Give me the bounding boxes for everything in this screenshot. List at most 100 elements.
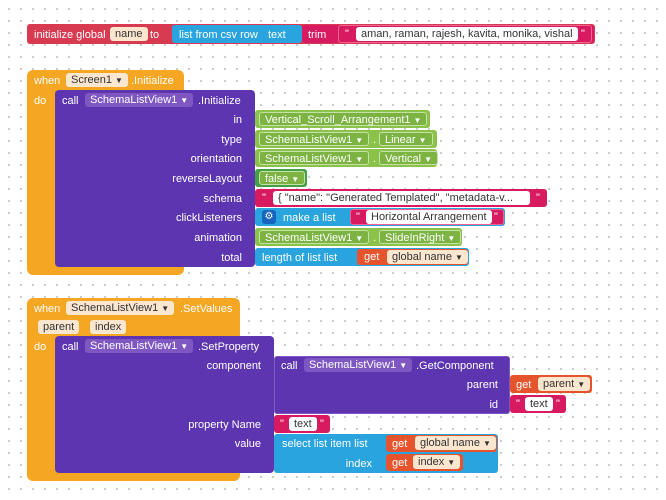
param-animation-label: animation (194, 232, 242, 244)
open-quote: " (345, 28, 349, 40)
call-target-label: SchemaListView1 (90, 94, 178, 106)
when-label: when (34, 75, 61, 87)
property-text-value[interactable]: text (289, 417, 317, 431)
id-open-quote: " (516, 398, 520, 410)
gear-icon[interactable]: ⚙ (262, 210, 276, 224)
do-label: do (34, 95, 47, 107)
setvalues-component-label: SchemaListView1 (71, 302, 159, 314)
setvalues-component-dropdown[interactable]: SchemaListView1 ▼ (66, 301, 175, 315)
orientation-dot: . (373, 153, 377, 165)
setproperty-target-label: SchemaListView1 (90, 340, 178, 352)
gc-id-label: id (489, 399, 498, 411)
screen1-label: Screen1 (71, 74, 112, 86)
chevron-down-icon: ▼ (355, 155, 364, 164)
id-text-value[interactable]: text (525, 397, 553, 411)
length-of-list-label: length of list list (262, 252, 338, 264)
orientation-component-label: SchemaListView1 (265, 153, 353, 165)
list-from-csv-row-block[interactable] (172, 25, 302, 43)
orientation-value-label: Vertical (385, 153, 422, 165)
animation-value-label: SlideInRight (385, 232, 445, 244)
global-name-dropdown[interactable]: global name ▼ (387, 250, 468, 264)
click-text-value[interactable]: Horizontal Arrangement (366, 210, 492, 224)
type-dot: . (373, 134, 377, 146)
animation-value-dropdown[interactable]: SlideInRight ▼ (379, 230, 462, 244)
get-label: get (364, 251, 380, 263)
id-close-quote: " (556, 398, 560, 410)
getcomponent-target-dropdown[interactable]: SchemaListView1 ▼ (304, 358, 413, 372)
schemalistview1-dropdown[interactable]: SchemaListView1 ▼ (85, 93, 194, 107)
property-name-param-label: property Name (188, 419, 261, 431)
get-index-dropdown[interactable]: index ▼ (413, 455, 461, 469)
click-close-quote: " (494, 211, 498, 223)
param-total-label: total (221, 252, 242, 264)
param-orientation-label: orientation (190, 153, 242, 165)
make-a-list-label: make a list (283, 212, 336, 224)
in-value-label: Vertical_Scroll_Arrangement1 (265, 114, 411, 126)
get-global-get-label: get (392, 438, 408, 450)
component-param-label: component (206, 360, 261, 372)
param-schema-label: schema (203, 193, 242, 205)
param-parent-chip[interactable]: parent (38, 320, 80, 334)
param-reverselayout-label: reverseLayout (172, 173, 242, 185)
param-in-label: in (233, 114, 242, 126)
type-value-dropdown[interactable]: Linear ▼ (379, 132, 433, 146)
vertical-scroll-dropdown[interactable]: Vertical_Scroll_Arrangement1 ▼ (259, 112, 428, 126)
animation-dot: . (373, 232, 377, 244)
param-index-chip[interactable]: index (90, 320, 127, 334)
chevron-down-icon: ▼ (447, 234, 456, 243)
chevron-down-icon: ▼ (454, 253, 463, 262)
chevron-down-icon: ▼ (413, 116, 422, 125)
chevron-down-icon: ▼ (577, 380, 586, 389)
text-param-label: text (268, 29, 286, 41)
chevron-down-icon: ▼ (418, 136, 427, 145)
schema-open-quote: " (262, 192, 266, 204)
getcomponent-target-label: SchemaListView1 (309, 359, 397, 371)
call-setproperty-block[interactable] (55, 336, 274, 473)
get-global-name-dropdown[interactable]: global name ▼ (415, 436, 496, 450)
global-name-label: global name (392, 251, 452, 263)
chevron-down-icon: ▼ (447, 458, 456, 467)
false-label: false (265, 173, 289, 185)
call-initialize-block[interactable] (55, 90, 255, 267)
chevron-down-icon: ▼ (180, 342, 189, 351)
chevron-down-icon: ▼ (482, 439, 491, 448)
param-type-label: type (221, 134, 242, 146)
setvalues-when-label: when (34, 303, 61, 315)
param-clicklisteners-label: clickListeners (175, 212, 242, 224)
global-var-name[interactable]: name (110, 27, 148, 41)
animation-component-dropdown[interactable]: SchemaListView1 ▼ (259, 230, 370, 244)
orientation-value-dropdown[interactable]: Vertical ▼ (379, 151, 438, 165)
select-index-label: index (345, 458, 372, 470)
get-parent-dropdown[interactable]: parent ▼ (538, 377, 591, 391)
select-list-item-label: select list item list (282, 438, 368, 450)
setproperty-call-label: call (62, 341, 79, 353)
setvalues-event-label: .SetValues (180, 303, 233, 315)
chevron-down-icon: ▼ (180, 96, 189, 105)
list-from-csv-label: list from csv row (179, 29, 258, 41)
type-value-label: Linear (385, 134, 416, 146)
chevron-down-icon: ▼ (424, 155, 432, 164)
schema-close-quote: " (536, 192, 540, 204)
type-component-dropdown[interactable]: SchemaListView1 ▼ (259, 132, 370, 146)
getcomponent-method-label: .GetComponent (416, 360, 494, 372)
get-parent-get-label: get (516, 379, 532, 391)
setproperty-target-dropdown[interactable]: SchemaListView1 ▼ (85, 339, 194, 353)
to-label: to (150, 29, 160, 41)
type-component-label: SchemaListView1 (265, 134, 353, 146)
get-global-name-label: global name (420, 437, 480, 449)
call-label: call (62, 95, 79, 107)
getcomponent-call-label: call (281, 360, 298, 372)
trim-label: trim (308, 29, 327, 41)
orientation-component-dropdown[interactable]: SchemaListView1 ▼ (259, 151, 370, 165)
click-open-quote: " (356, 211, 360, 223)
false-dropdown[interactable]: false ▼ (259, 171, 306, 185)
property-open-quote: " (280, 418, 284, 430)
csv-text-value[interactable]: aman, raman, rajesh, kavita, monika, vis… (356, 27, 578, 41)
chevron-down-icon: ▼ (399, 361, 408, 370)
initialize-event-label: .Initialize (131, 75, 174, 87)
property-close-quote: " (320, 418, 324, 430)
setproperty-method-label: .SetProperty (198, 341, 260, 353)
chevron-down-icon: ▼ (355, 234, 364, 243)
schema-text-value[interactable]: { "name": "Generated Templated", "metada… (273, 191, 530, 205)
screen1-dropdown[interactable]: Screen1 ▼ (66, 73, 128, 87)
